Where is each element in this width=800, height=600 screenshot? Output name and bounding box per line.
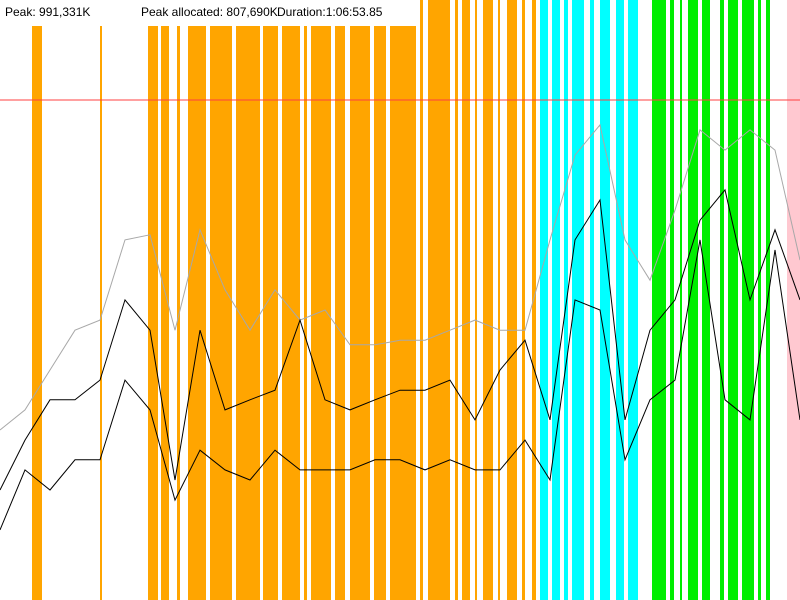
duration-label: Duration:1:06:53.85 (277, 5, 383, 19)
peak-label: Peak: 991,331K (5, 5, 90, 19)
memory-line (0, 123, 800, 431)
memory-line (0, 188, 800, 491)
event-bands (32, 0, 800, 600)
peak-allocated-label: Peak allocated: 807,690K (141, 5, 278, 19)
header-background (0, 0, 420, 26)
memory-line (0, 239, 800, 531)
